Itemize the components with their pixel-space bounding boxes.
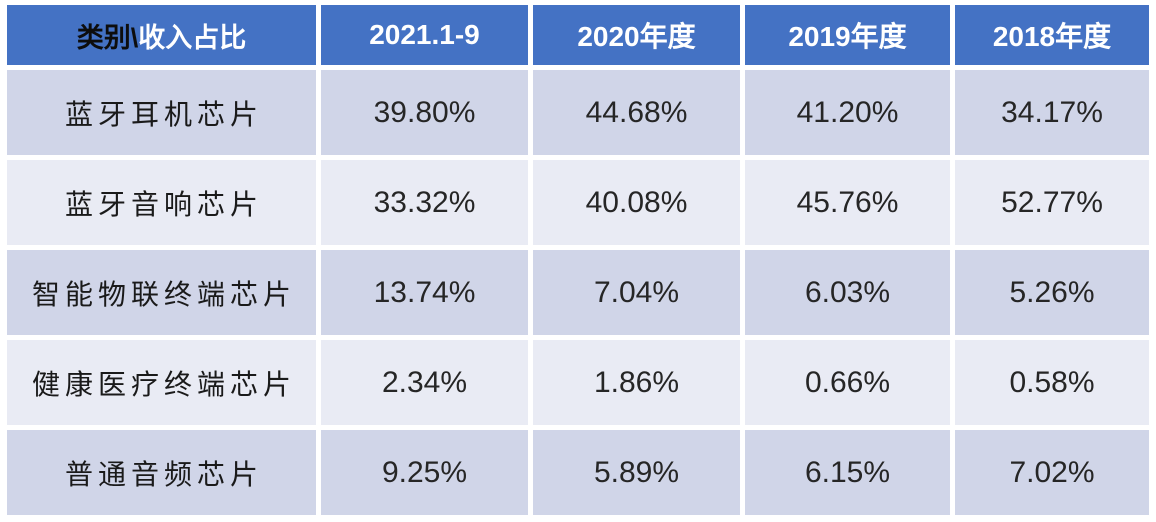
- row-category-general-audio-chip: 普通音频芯片: [7, 430, 316, 515]
- value-cell: 6.03%: [745, 250, 950, 335]
- value-cell: 7.02%: [955, 430, 1149, 515]
- value-cell: 1.86%: [533, 340, 740, 425]
- value-cell: 41.20%: [745, 70, 950, 155]
- header-cell-2021-1-9: 2021.1-9: [321, 5, 528, 65]
- value-cell: 2.34%: [321, 340, 528, 425]
- header-cell-2019: 2019年度: [745, 5, 950, 65]
- value-cell: 5.89%: [533, 430, 740, 515]
- row-category-bluetooth-speaker-chip: 蓝牙音响芯片: [7, 160, 316, 245]
- value-cell: 33.32%: [321, 160, 528, 245]
- value-cell: 7.04%: [533, 250, 740, 335]
- value-cell: 45.76%: [745, 160, 950, 245]
- revenue-share-table: 类别\ 收入占比 2021.1-9 2020年度 2019年度 2018年度 蓝牙…: [7, 5, 1149, 515]
- row-category-health-medical-terminal-chip: 健康医疗终端芯片: [7, 340, 316, 425]
- corner-label-category: 类别\: [76, 22, 139, 53]
- value-cell: 52.77%: [955, 160, 1149, 245]
- value-cell: 0.58%: [955, 340, 1149, 425]
- value-cell: 5.26%: [955, 250, 1149, 335]
- row-category-bluetooth-earphone-chip: 蓝牙耳机芯片: [7, 70, 316, 155]
- row-category-smart-iot-terminal-chip: 智能物联终端芯片: [7, 250, 316, 335]
- value-cell: 40.08%: [533, 160, 740, 245]
- header-cell-2018: 2018年度: [955, 5, 1149, 65]
- value-cell: 44.68%: [533, 70, 740, 155]
- value-cell: 0.66%: [745, 340, 950, 425]
- header-cell-2020: 2020年度: [533, 5, 740, 65]
- value-cell: 9.25%: [321, 430, 528, 515]
- header-cell-corner: 类别\ 收入占比: [7, 5, 316, 65]
- value-cell: 34.17%: [955, 70, 1149, 155]
- value-cell: 13.74%: [321, 250, 528, 335]
- value-cell: 6.15%: [745, 430, 950, 515]
- value-cell: 39.80%: [321, 70, 528, 155]
- corner-label-revenue-share: 收入占比: [138, 22, 247, 53]
